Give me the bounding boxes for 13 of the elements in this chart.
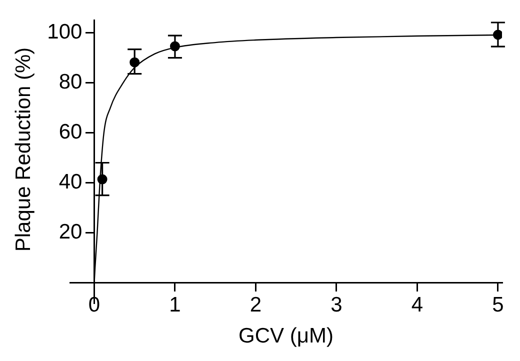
x-tick-label: 3 bbox=[330, 293, 342, 316]
x-tick-label: 4 bbox=[411, 293, 424, 316]
x-tick-label: 2 bbox=[250, 293, 262, 316]
y-tick-label: 80 bbox=[58, 70, 82, 94]
x-tick-label: 5 bbox=[492, 293, 504, 316]
x-tick-label: 1 bbox=[169, 293, 181, 316]
y-tick-label: 60 bbox=[58, 120, 82, 144]
x-tick-label: 0 bbox=[88, 293, 100, 316]
y-axis-title: Plaque Reduction (%) bbox=[12, 47, 35, 252]
y-tick-label: 40 bbox=[58, 170, 82, 194]
x-axis-title: GCV (μM) bbox=[238, 324, 334, 348]
y-tick-label: 20 bbox=[58, 220, 82, 244]
y-tick-label: 100 bbox=[47, 20, 82, 44]
